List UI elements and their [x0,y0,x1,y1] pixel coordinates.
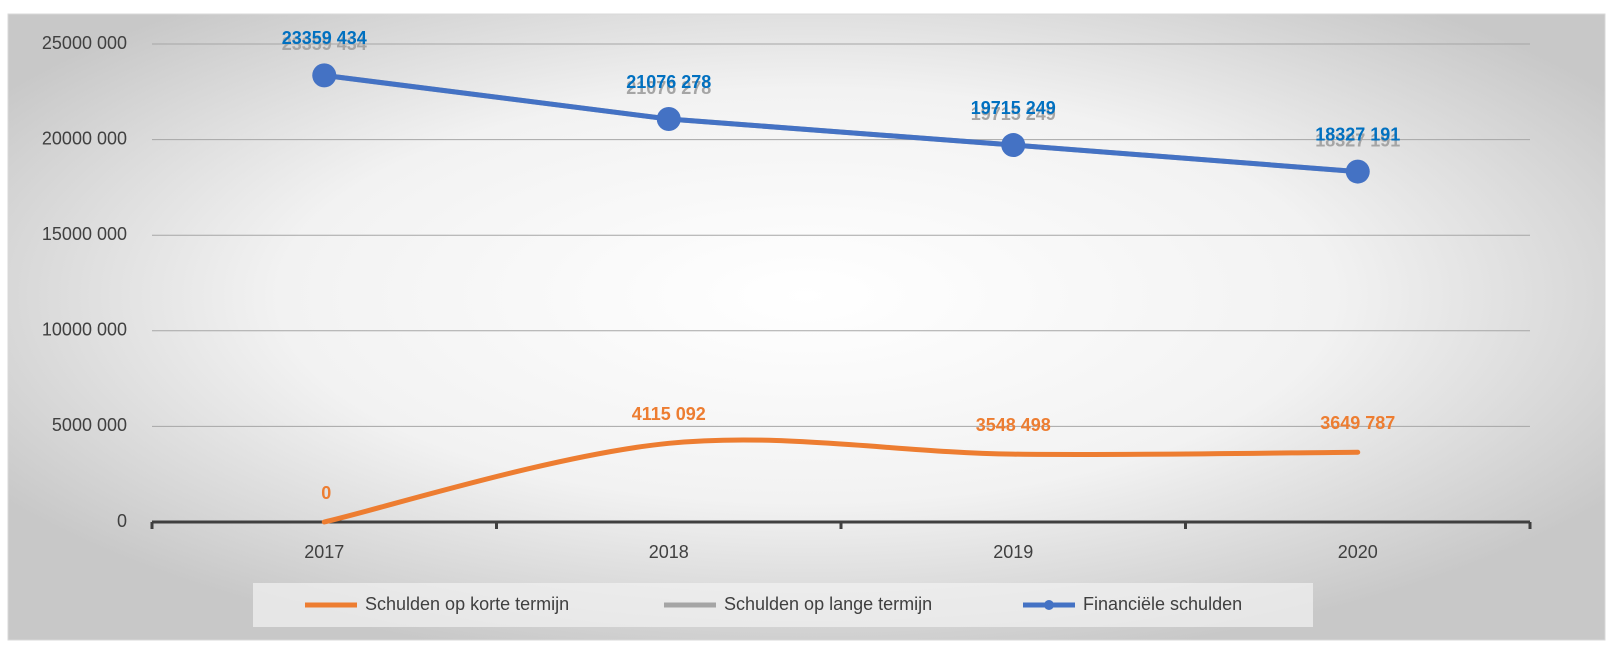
point [656,107,681,132]
legend-label: Schulden op lange termijn [724,594,932,614]
x-tick-label: 2018 [649,542,689,562]
x-tick-label: 2019 [993,542,1033,562]
data-label: 19715 249 [971,98,1056,118]
y-tick-label: 10000 000 [42,320,127,340]
legend-box [253,583,1313,627]
data-label: 18327 191 [1315,130,1400,150]
legend-label: Financiële schulden [1083,594,1242,614]
y-tick-label: 25000 000 [42,33,127,53]
y-tick-label: 0 [117,511,127,531]
point [312,63,337,88]
legend-label: Schulden op korte termijn [365,594,569,614]
point [1001,133,1026,158]
data-label: 21076 278 [626,78,711,98]
data-label: 0 [321,483,331,503]
x-tick-label: 2017 [304,542,344,562]
data-label: 21076 278 [626,72,711,92]
y-tick-label: 20000 000 [42,128,127,148]
series-line [321,72,1361,175]
data-label: 3649 787 [1320,413,1395,433]
y-tick-label: 5000 000 [52,415,127,435]
data-label: 23359 434 [282,34,367,54]
data-label: 4115 092 [632,404,706,424]
series-line [321,437,1361,525]
point [1345,159,1370,184]
data-label: 23359 434 [282,28,367,48]
data-label: 19715 249 [971,104,1056,124]
chart-background [7,13,1606,641]
y-tick-label: 15000 000 [42,224,127,244]
data-label: 3548 498 [976,415,1051,435]
data-label: 18327 191 [1315,124,1400,144]
legend-marker [1044,600,1054,610]
x-tick-label: 2020 [1338,542,1378,562]
